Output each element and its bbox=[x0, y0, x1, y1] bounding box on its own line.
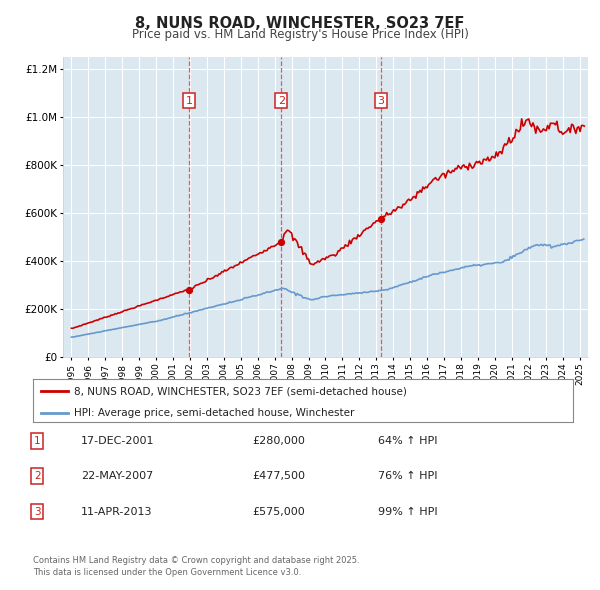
Text: Contains HM Land Registry data © Crown copyright and database right 2025.
This d: Contains HM Land Registry data © Crown c… bbox=[33, 556, 359, 577]
Text: 11-APR-2013: 11-APR-2013 bbox=[81, 507, 152, 516]
Text: Price paid vs. HM Land Registry's House Price Index (HPI): Price paid vs. HM Land Registry's House … bbox=[131, 28, 469, 41]
Text: 2: 2 bbox=[278, 96, 285, 106]
Text: 3: 3 bbox=[377, 96, 385, 106]
Text: 1: 1 bbox=[186, 96, 193, 106]
Text: £477,500: £477,500 bbox=[252, 471, 305, 481]
Text: HPI: Average price, semi-detached house, Winchester: HPI: Average price, semi-detached house,… bbox=[74, 408, 354, 418]
Text: 64% ↑ HPI: 64% ↑ HPI bbox=[378, 436, 437, 445]
Point bbox=[185, 285, 194, 294]
Text: 99% ↑ HPI: 99% ↑ HPI bbox=[378, 507, 437, 516]
Text: 22-MAY-2007: 22-MAY-2007 bbox=[81, 471, 153, 481]
Text: 8, NUNS ROAD, WINCHESTER, SO23 7EF (semi-detached house): 8, NUNS ROAD, WINCHESTER, SO23 7EF (semi… bbox=[74, 386, 406, 396]
Text: 1: 1 bbox=[34, 436, 41, 445]
Text: 2: 2 bbox=[34, 471, 41, 481]
Text: 76% ↑ HPI: 76% ↑ HPI bbox=[378, 471, 437, 481]
Text: £280,000: £280,000 bbox=[252, 436, 305, 445]
Point bbox=[277, 238, 286, 247]
Point bbox=[376, 214, 386, 224]
Text: £575,000: £575,000 bbox=[252, 507, 305, 516]
Text: 8, NUNS ROAD, WINCHESTER, SO23 7EF: 8, NUNS ROAD, WINCHESTER, SO23 7EF bbox=[136, 16, 464, 31]
Text: 17-DEC-2001: 17-DEC-2001 bbox=[81, 436, 155, 445]
Text: 3: 3 bbox=[34, 507, 41, 516]
